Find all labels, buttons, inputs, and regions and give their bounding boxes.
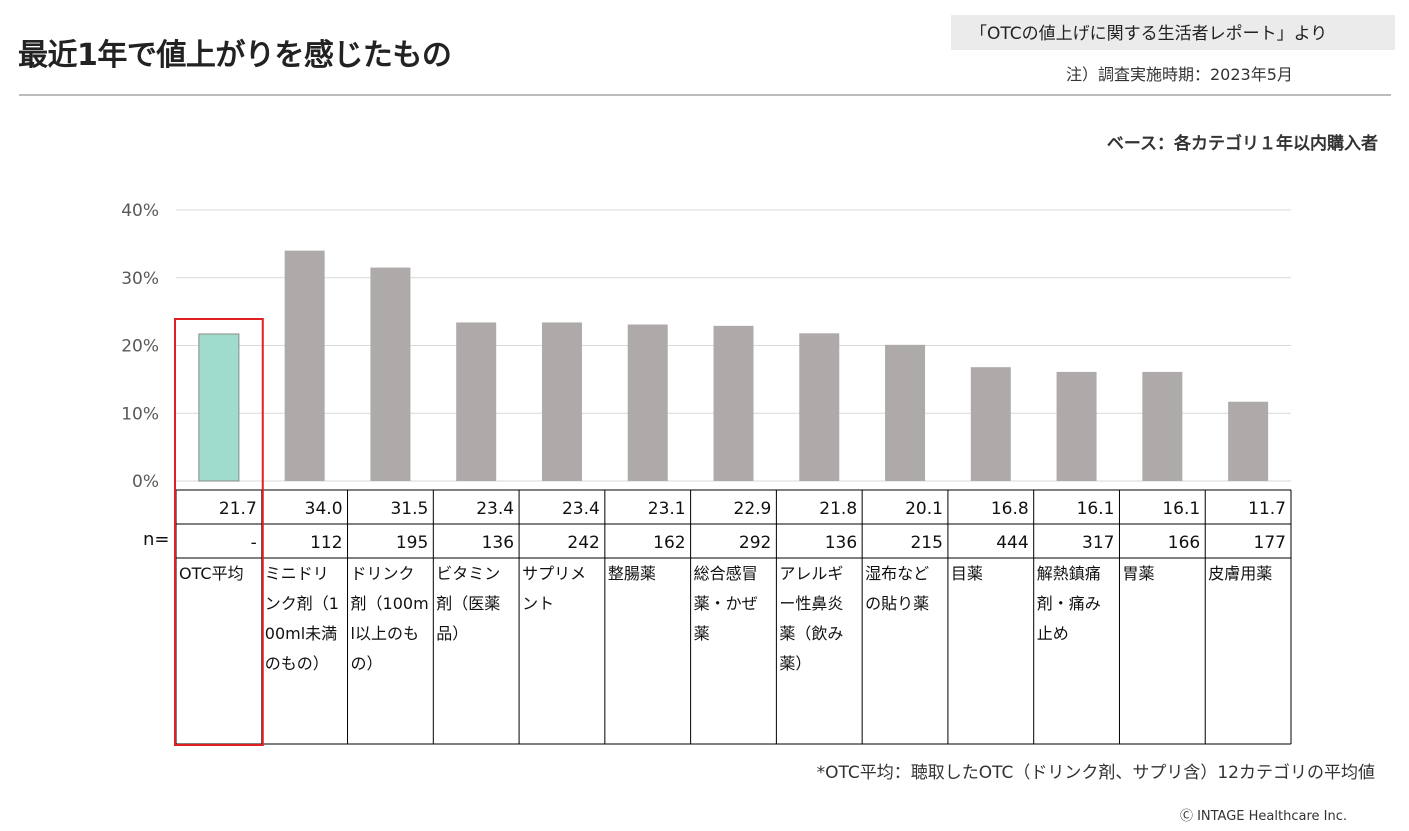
- bar: [970, 367, 1011, 481]
- page-title: 最近1年で値上がりを感じたもの: [18, 38, 452, 73]
- value-label: 16.1: [1077, 499, 1115, 519]
- bar: [627, 324, 668, 481]
- value-label: 21.8: [819, 499, 857, 519]
- header-divider: [19, 94, 1391, 96]
- bar: [456, 322, 497, 481]
- n-value: 136: [482, 533, 514, 553]
- category-label: 目薬: [950, 564, 983, 583]
- bar: [885, 344, 926, 481]
- bar: [713, 325, 754, 481]
- source-label: 「OTCの値上げに関する生活者レポート」より: [970, 24, 1328, 44]
- value-label: 31.5: [390, 499, 428, 519]
- n-value: 195: [396, 533, 428, 553]
- survey-period: 注）調査実施時期：2023年5月: [1066, 65, 1293, 84]
- source-box: [951, 15, 1395, 50]
- base-label: ベース：各カテゴリ１年以内購入者: [1106, 134, 1378, 154]
- n-value: 444: [996, 533, 1028, 553]
- n-value: 215: [910, 533, 942, 553]
- value-label: 21.7: [219, 499, 257, 519]
- highlight-frame: [174, 318, 264, 746]
- category-label: 整腸薬: [607, 564, 656, 583]
- value-label: 34.0: [305, 499, 343, 519]
- value-label: 16.1: [1162, 499, 1200, 519]
- n-value: 162: [653, 533, 685, 553]
- value-label: 23.4: [562, 499, 600, 519]
- value-label: 23.4: [476, 499, 514, 519]
- n-value: 136: [825, 533, 857, 553]
- n-value: 242: [567, 533, 599, 553]
- y-tick-label: 40%: [121, 201, 159, 221]
- category-label: ドリンク剤（100ml以上のもの）: [350, 564, 429, 673]
- n-value: 292: [739, 533, 771, 553]
- n-row-label: n=: [143, 529, 170, 550]
- bar: [541, 322, 582, 481]
- y-tick-label: 0%: [132, 472, 159, 492]
- value-label: 11.7: [1248, 499, 1286, 519]
- value-label: 16.8: [991, 499, 1029, 519]
- n-value: 166: [1168, 533, 1200, 553]
- category-label: 皮膚用薬: [1208, 564, 1273, 583]
- category-label: 湿布などの貼り薬: [865, 564, 930, 613]
- n-value: 112: [310, 533, 342, 553]
- y-tick-label: 20%: [121, 337, 159, 357]
- bar: [370, 267, 411, 481]
- n-value: 177: [1254, 533, 1286, 553]
- category-label: ミニドリンク剤（100ml未満のもの）: [264, 564, 339, 673]
- value-label: 22.9: [734, 499, 772, 519]
- y-tick-label: 30%: [121, 269, 159, 289]
- bar: [1142, 371, 1183, 481]
- n-value: 317: [1082, 533, 1114, 553]
- bar: [1056, 371, 1097, 481]
- bar: [198, 333, 240, 482]
- bar: [799, 333, 840, 481]
- value-label: 23.1: [648, 499, 686, 519]
- category-label: サプリメント: [522, 564, 587, 613]
- n-value: -: [251, 533, 257, 553]
- copyright: Ⓒ INTAGE Healthcare Inc.: [1179, 809, 1347, 824]
- category-label: 解熱鎮痛剤・痛み止め: [1036, 564, 1101, 643]
- bar: [1228, 401, 1269, 481]
- bar: [284, 250, 325, 481]
- y-tick-label: 10%: [121, 404, 159, 424]
- category-label: ビタミン剤（医薬品）: [436, 564, 501, 643]
- category-label: 胃薬: [1122, 564, 1155, 583]
- footnote: *OTC平均：聴取したOTC（ドリンク剤、サプリ含）12カテゴリの平均値: [816, 763, 1375, 783]
- value-label: 20.1: [905, 499, 943, 519]
- category-label: 総合感冒薬・かぜ薬: [693, 564, 758, 643]
- category-label: アレルギー性鼻炎薬（飲み薬）: [779, 564, 844, 673]
- category-label: OTC平均: [179, 564, 244, 583]
